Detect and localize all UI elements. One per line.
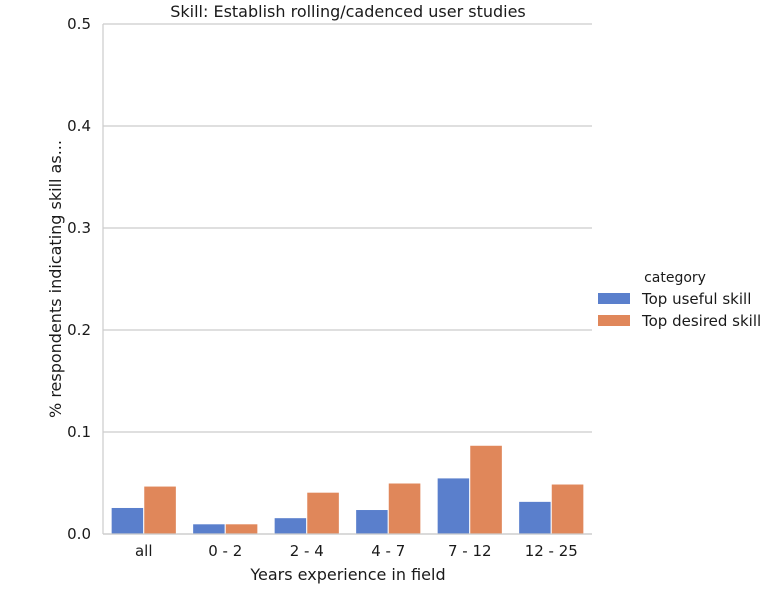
- y-tick-label: 0.4: [67, 117, 91, 135]
- bar-top-desired-skill: [387, 482, 422, 535]
- bar-top-desired-skill: [306, 491, 340, 535]
- y-axis-label: % respondents indicating skill as...: [46, 140, 65, 418]
- x-tick-label: 2 - 4: [290, 542, 324, 560]
- y-tick-label: 0.5: [67, 15, 91, 33]
- bar-top-useful-skill: [192, 523, 226, 535]
- legend-title: category: [644, 270, 706, 286]
- y-tick-label: 0.0: [67, 525, 91, 543]
- bar-top-useful-skill: [436, 477, 471, 535]
- chart-title: Skill: Establish rolling/cadenced user s…: [170, 2, 526, 21]
- bars: [110, 444, 585, 535]
- bar-top-useful-skill: [518, 500, 552, 535]
- legend-label-top-useful-skill: Top useful skill: [641, 290, 751, 308]
- x-tick-label: 0 - 2: [208, 542, 242, 560]
- bar-top-useful-skill: [110, 506, 145, 535]
- gridlines: [103, 23, 592, 535]
- x-tick-label: 4 - 7: [371, 542, 405, 560]
- legend-swatch-top-useful-skill: [598, 293, 630, 304]
- y-tick-label: 0.1: [67, 423, 91, 441]
- x-tick-label: all: [135, 542, 153, 560]
- bar-top-desired-skill: [469, 444, 503, 535]
- x-tick-label: 7 - 12: [448, 542, 492, 560]
- bar-top-useful-skill: [273, 517, 308, 535]
- y-tick-label: 0.2: [67, 321, 91, 339]
- axes: 0.0 0.1 0.2 0.3 0.4 0.5 all 0 - 2 2 - 4 4 - 7 7 - …: [67, 15, 592, 560]
- x-axis-label: Years experience in field: [249, 565, 445, 584]
- bar-top-desired-skill: [143, 485, 177, 535]
- bar-top-desired-skill: [550, 483, 585, 535]
- y-tick-label: 0.3: [67, 219, 91, 237]
- bar-top-desired-skill: [224, 523, 259, 535]
- legend-label-top-desired-skill: Top desired skill: [641, 312, 761, 330]
- legend: category Top useful skill Top desired sk…: [598, 270, 761, 330]
- x-tick-label: 12 - 25: [525, 542, 578, 560]
- legend-swatch-top-desired-skill: [598, 315, 630, 326]
- bar-top-useful-skill: [355, 509, 389, 535]
